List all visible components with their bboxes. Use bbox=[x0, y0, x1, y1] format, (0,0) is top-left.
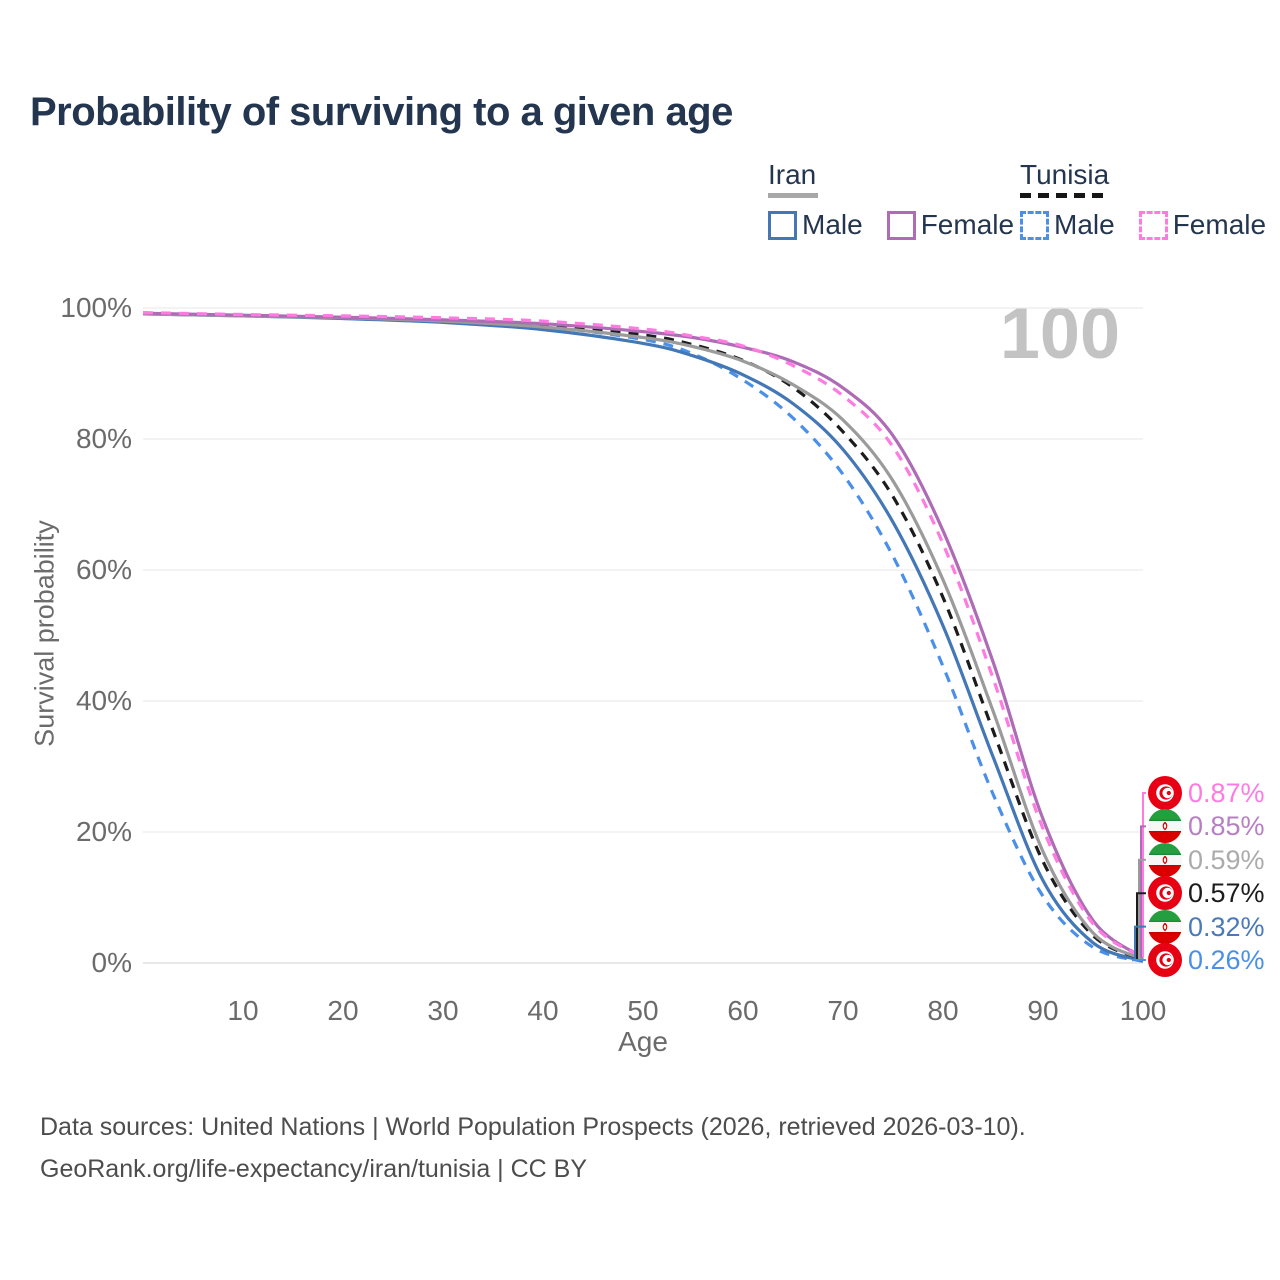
legend-header-iran-label: Iran bbox=[768, 159, 817, 190]
legend-group-iran: Iran Male Female bbox=[768, 160, 1038, 241]
curve-tunisia bbox=[142, 311, 1144, 961]
end-label-iran-male: 0.32% bbox=[1148, 909, 1265, 944]
legend-item-tunisia-female[interactable]: Female bbox=[1138, 209, 1267, 241]
legend-item-iran-male[interactable]: Male bbox=[768, 209, 863, 241]
connector-iran-male bbox=[1134, 925, 1146, 961]
age-watermark: 100 bbox=[999, 294, 1120, 374]
iran-flag-icon bbox=[1148, 909, 1182, 944]
x-tick-60: 60 bbox=[727, 995, 759, 1026]
gridlines bbox=[143, 307, 1143, 964]
legend-line-sample-solid bbox=[768, 193, 818, 198]
legend-header-iran[interactable]: Iran bbox=[768, 160, 1038, 198]
legend-header-tunisia-label: Tunisia bbox=[1020, 159, 1110, 190]
connector-tunisia bbox=[1136, 892, 1146, 960]
end-label-iran-female: 0.85% bbox=[1148, 809, 1265, 844]
legend-label-tunisia-male: Male bbox=[1054, 209, 1115, 240]
connector-tunisia-male bbox=[1132, 959, 1146, 962]
y-tick-20: 20% bbox=[75, 816, 132, 847]
x-tick-50: 50 bbox=[627, 995, 659, 1026]
x-tick-70: 70 bbox=[827, 995, 859, 1026]
footer: Data sources: United Nations | World Pop… bbox=[40, 1106, 1026, 1190]
end-label-connectors bbox=[1132, 792, 1146, 962]
legend-swatch-iran-male bbox=[768, 210, 797, 240]
x-axis-title: Age bbox=[618, 1026, 668, 1057]
end-label-value: 0.32% bbox=[1188, 911, 1265, 942]
y-tick-0: 0% bbox=[91, 947, 132, 978]
legend-label-iran-male: Male bbox=[802, 209, 863, 240]
end-label-value: 0.59% bbox=[1188, 844, 1265, 875]
x-tick-30: 30 bbox=[427, 995, 459, 1026]
tunisia-flag-icon bbox=[1148, 876, 1182, 911]
y-tick-40: 40% bbox=[75, 685, 132, 716]
x-tick-100: 100 bbox=[1119, 995, 1167, 1026]
legend-label-tunisia-female: Female bbox=[1172, 209, 1267, 240]
curve-iran-female bbox=[142, 311, 1144, 959]
y-axis-title: Survival probability bbox=[29, 520, 60, 747]
iran-flag-icon bbox=[1148, 809, 1182, 844]
iran-flag-icon bbox=[1148, 842, 1182, 877]
legend-group-tunisia: Tunisia Male Female bbox=[1020, 160, 1280, 241]
tunisia-flag-icon bbox=[1148, 776, 1182, 810]
end-label-value: 0.87% bbox=[1188, 778, 1265, 808]
curve-iran-male bbox=[142, 312, 1144, 963]
curve-tunisia-female bbox=[142, 311, 1144, 959]
legend-swatch-iran-female bbox=[886, 210, 916, 240]
y-tick-60: 60% bbox=[75, 554, 132, 585]
x-tick-10: 10 bbox=[227, 995, 259, 1026]
legend-line-sample-dashed bbox=[1020, 193, 1104, 198]
curve-lines bbox=[142, 311, 1144, 963]
legend-swatch-tunisia-male bbox=[1020, 210, 1049, 240]
connector-tunisia-female bbox=[1142, 792, 1146, 958]
end-label-tunisia: 0.57% bbox=[1148, 876, 1265, 911]
end-label-value: 0.57% bbox=[1188, 878, 1265, 909]
footer-data-sources: Data sources: United Nations | World Pop… bbox=[40, 1113, 1026, 1141]
tunisia-flag-icon bbox=[1148, 943, 1182, 977]
x-tick-40: 40 bbox=[527, 995, 559, 1026]
curve-tunisia-male bbox=[142, 311, 1144, 963]
end-label-tunisia-female: 0.87% bbox=[1148, 776, 1265, 810]
y-tick-80: 80% bbox=[75, 423, 132, 454]
legend-swatch-tunisia-female bbox=[1138, 210, 1168, 240]
legend-header-tunisia[interactable]: Tunisia bbox=[1020, 160, 1280, 198]
legend-item-tunisia-male[interactable]: Male bbox=[1020, 209, 1115, 241]
legend-item-iran-female[interactable]: Female bbox=[886, 209, 1015, 241]
x-tick-80: 80 bbox=[927, 995, 959, 1026]
connector-iran-female bbox=[1140, 825, 1146, 958]
chart-title: Probability of surviving to a given age bbox=[30, 90, 733, 134]
footer-url: GeoRank.org/life-expectancy/iran/tunisia… bbox=[40, 1155, 588, 1183]
x-tick-20: 20 bbox=[327, 995, 359, 1026]
curve-iran bbox=[142, 312, 1144, 961]
end-label-iran: 0.59% bbox=[1148, 842, 1265, 877]
end-label-value: 0.26% bbox=[1188, 945, 1265, 975]
y-tick-100: 100% bbox=[60, 292, 132, 323]
end-label-value: 0.85% bbox=[1188, 811, 1265, 842]
end-label-tunisia-male: 0.26% bbox=[1148, 943, 1265, 977]
x-tick-90: 90 bbox=[1027, 995, 1059, 1026]
legend-label-iran-female: Female bbox=[920, 209, 1015, 240]
